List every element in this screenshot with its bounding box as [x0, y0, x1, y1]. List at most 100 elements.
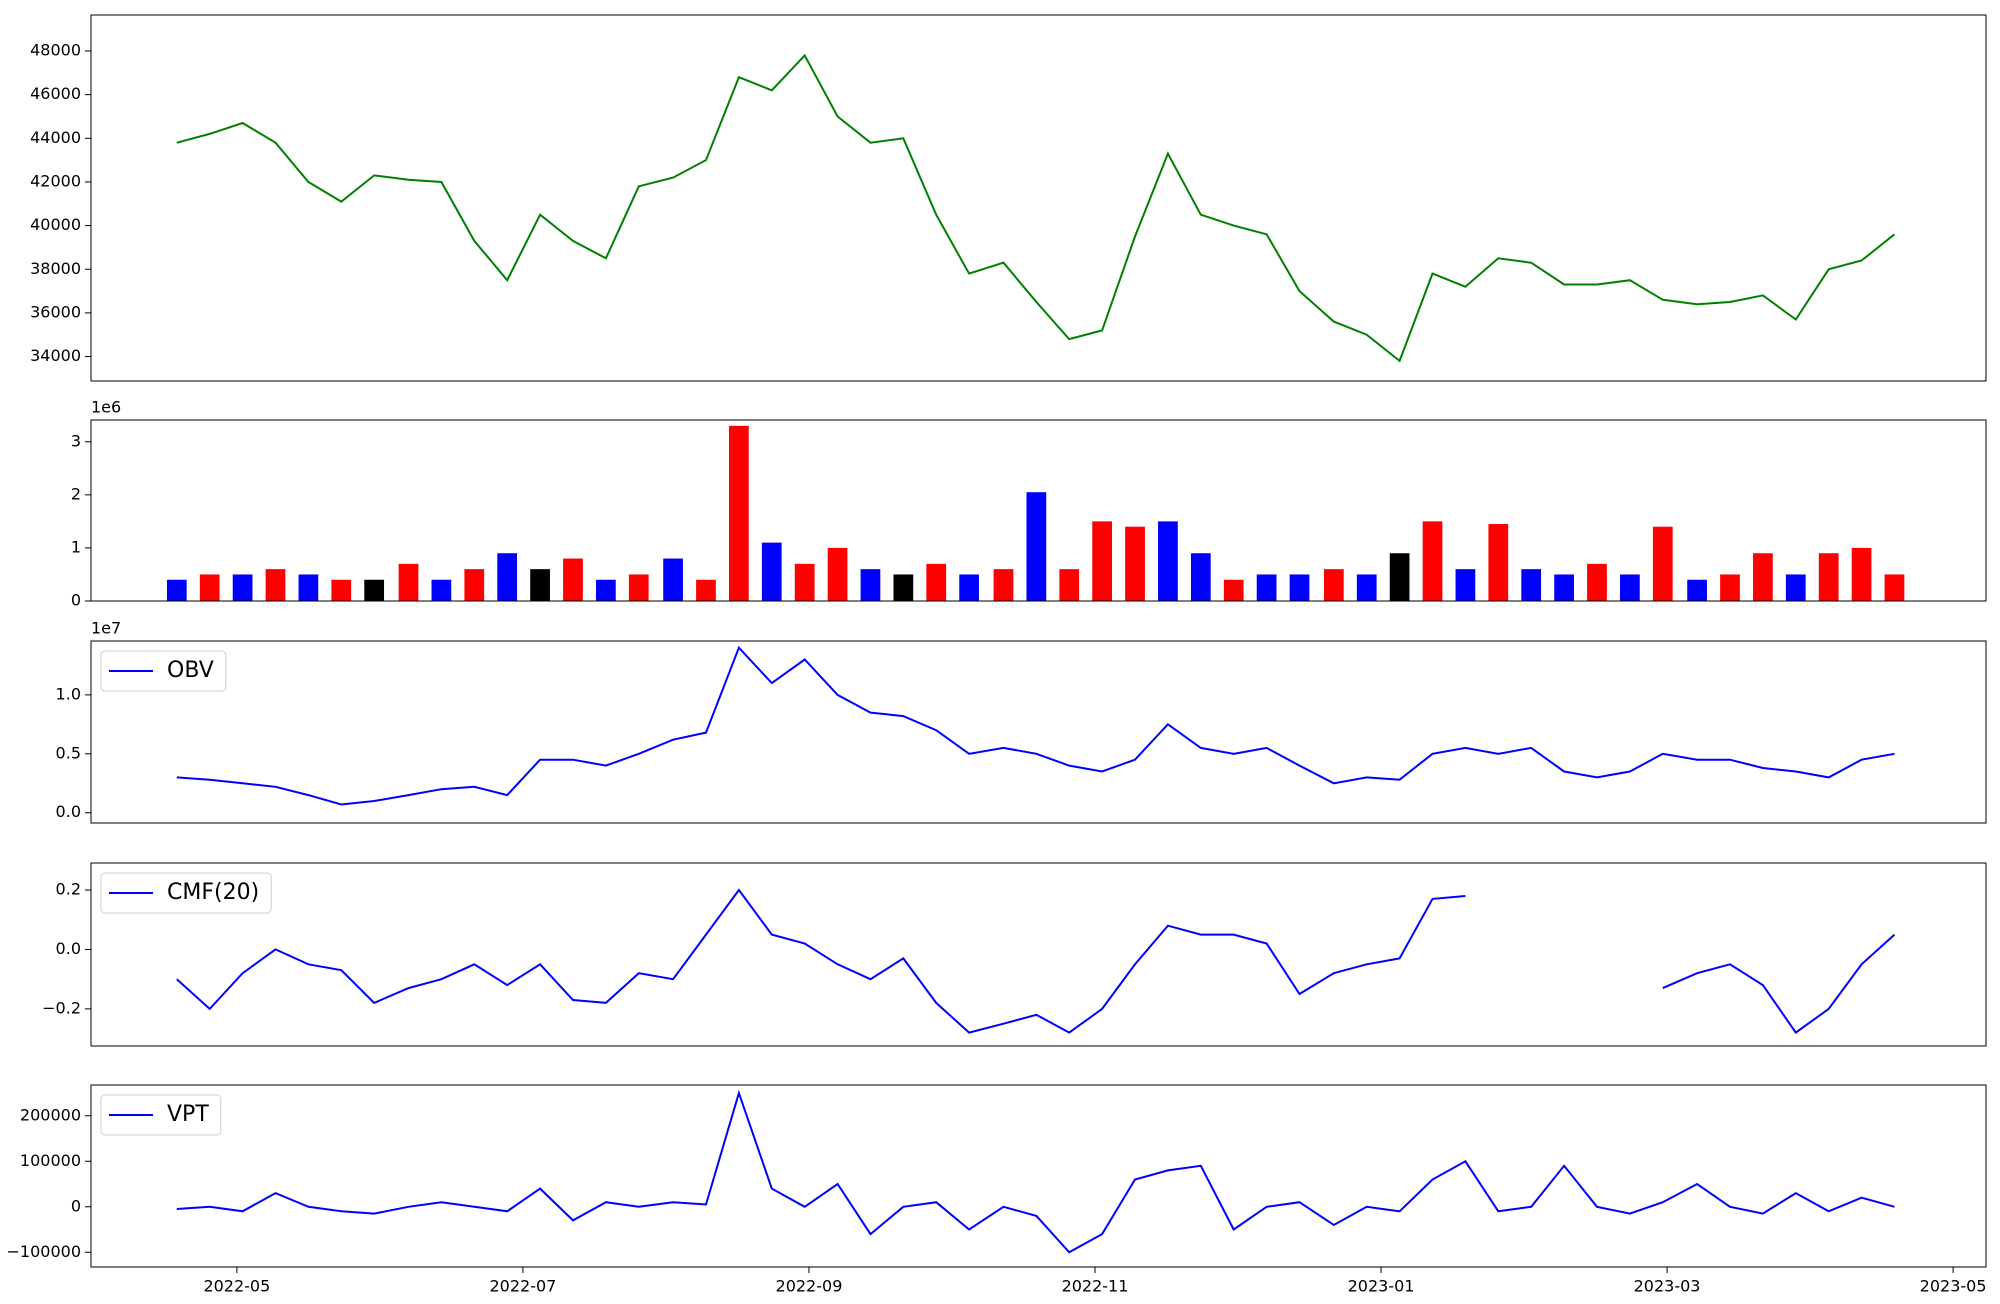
- volume-bar: [563, 558, 583, 601]
- volume-bar: [497, 553, 518, 601]
- volume-bar: [1356, 574, 1377, 601]
- y-tick-label: 40000: [30, 215, 81, 234]
- x-tick-label: 2022-05: [203, 1277, 270, 1296]
- volume-bar: [1521, 569, 1542, 601]
- legend-label: CMF(20): [167, 880, 259, 905]
- volume-bar: [1620, 574, 1640, 601]
- axes-frame: [90, 14, 1987, 382]
- y-tick-label: 1.0: [56, 684, 81, 703]
- volume-bar: [1851, 547, 1872, 601]
- volume-bar: [1785, 574, 1806, 601]
- volume-bar: [729, 425, 749, 601]
- axes-frame: [90, 862, 1987, 1047]
- volume-bar: [199, 574, 220, 601]
- volume-bar: [1256, 574, 1277, 601]
- volume-bar: [595, 579, 616, 601]
- x-tick-label: 2022-07: [489, 1277, 556, 1296]
- volume-bar: [232, 574, 253, 601]
- volume-bar: [166, 579, 187, 601]
- y-tick-label: 46000: [30, 84, 81, 103]
- y-tick-label: 3: [71, 431, 81, 450]
- y-tick-label: 0.2: [56, 880, 81, 899]
- volume-bar: [1753, 553, 1773, 601]
- volume-bar: [530, 569, 550, 601]
- volume-bar: [827, 547, 848, 601]
- volume-bar: [1587, 563, 1607, 601]
- y-tick-label: −0.2: [42, 998, 81, 1017]
- volume-bar: [696, 579, 716, 601]
- volume-bar: [265, 569, 286, 601]
- volume-bar: [298, 574, 319, 601]
- y-tick-label: −100000: [7, 1242, 81, 1261]
- y-tick-label: 100000: [20, 1151, 81, 1170]
- line: [176, 645, 1895, 806]
- volume-bar: [398, 563, 419, 601]
- volume-bar: [893, 574, 914, 601]
- volume-bar: [331, 579, 352, 601]
- y-tick-label: 36000: [30, 302, 81, 321]
- volume-bar: [1289, 574, 1310, 601]
- line: [176, 888, 1896, 1035]
- volume-bar: [1455, 569, 1476, 601]
- volume-bar: [1818, 553, 1839, 601]
- volume-bar: [1158, 521, 1178, 601]
- volume-bar: [926, 563, 947, 601]
- y-tick-label: 38000: [30, 259, 81, 278]
- volume-bar: [1652, 526, 1673, 601]
- line: [176, 1089, 1895, 1254]
- offset-label: 1e6: [91, 398, 121, 417]
- y-tick-label: 44000: [30, 128, 81, 147]
- offset-label: 1e7: [91, 619, 121, 638]
- volume-bar: [1092, 521, 1113, 601]
- volume-bar: [993, 569, 1014, 601]
- line: [176, 53, 1896, 363]
- volume-bar: [1488, 524, 1509, 601]
- y-tick-label: 42000: [30, 171, 81, 190]
- y-tick-label: 0: [71, 1196, 81, 1215]
- volume-bar: [464, 569, 485, 601]
- x-tick-label: 2022-09: [776, 1277, 843, 1296]
- y-tick-label: 1: [71, 537, 81, 556]
- y-tick-label: 34000: [30, 346, 81, 365]
- volume-bar: [1323, 569, 1344, 601]
- y-tick-label: 2: [71, 484, 81, 503]
- volume-bar: [1554, 574, 1574, 601]
- volume-bar: [860, 569, 881, 601]
- volume-bar: [1389, 553, 1410, 601]
- volume-bar: [1190, 553, 1211, 601]
- volume-bar: [1720, 574, 1740, 601]
- y-tick-label: 48000: [30, 41, 81, 60]
- volume-bar: [959, 574, 980, 601]
- volume-bar: [1059, 569, 1080, 601]
- volume-bar: [794, 563, 815, 601]
- volume-bar: [663, 558, 683, 601]
- volume-bar: [1884, 574, 1905, 601]
- legend-box: [100, 1094, 222, 1136]
- volume-bar: [1223, 579, 1244, 601]
- y-tick-label: 0.0: [56, 939, 81, 958]
- volume-bar: [431, 579, 452, 601]
- legend-box: [100, 650, 227, 692]
- volume-bar: [364, 579, 385, 601]
- x-tick-label: 2023-03: [1634, 1277, 1701, 1296]
- volume-bar: [761, 542, 782, 601]
- y-tick-label: 0.5: [56, 743, 81, 762]
- volume-bar: [1687, 579, 1707, 601]
- legend-label: VPT: [167, 1102, 209, 1127]
- x-tick-label: 2023-05: [1920, 1277, 1987, 1296]
- volume-bar: [1125, 526, 1145, 601]
- volume-bar: [1422, 521, 1443, 601]
- axes-frame: [90, 1084, 1987, 1268]
- legend-label: OBV: [167, 658, 214, 683]
- axes-frame: [90, 640, 1987, 824]
- legend-box: [100, 872, 272, 914]
- x-tick-label: 2022-11: [1062, 1277, 1129, 1296]
- volume-bar: [1026, 492, 1047, 601]
- y-tick-label: 0: [71, 591, 81, 610]
- volume-bar: [628, 574, 649, 601]
- x-tick-label: 2023-01: [1348, 1277, 1415, 1296]
- y-tick-label: 0.0: [56, 802, 81, 821]
- axes-frame: [90, 419, 1987, 602]
- y-tick-label: 200000: [20, 1105, 81, 1124]
